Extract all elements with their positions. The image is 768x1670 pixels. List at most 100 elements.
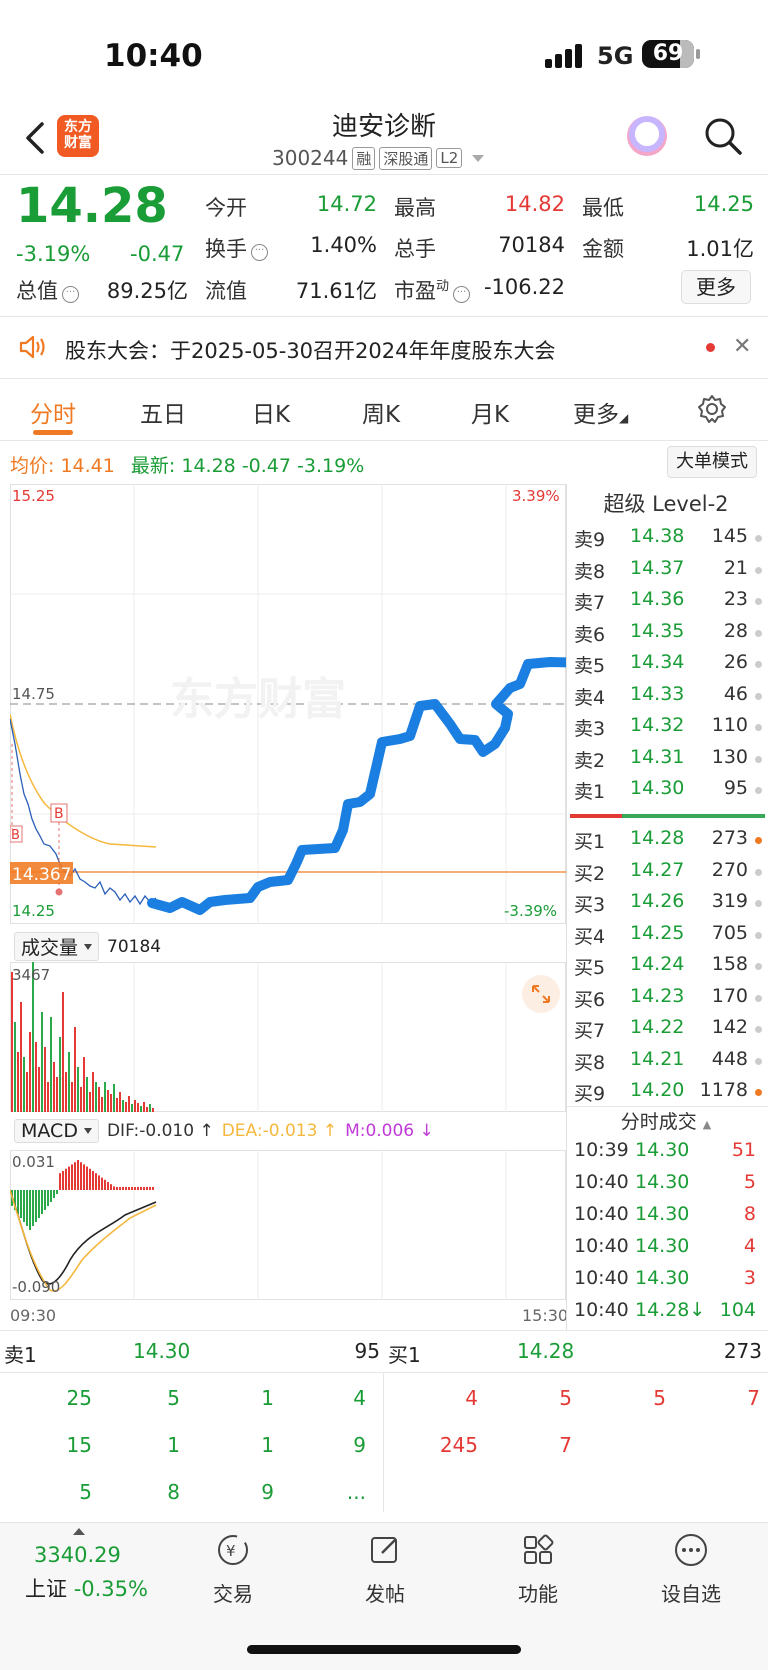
- macd-bar: [14, 1190, 16, 1210]
- info-icon[interactable]: ···: [453, 286, 471, 303]
- bid-row[interactable]: 买3 14.26 319: [574, 890, 762, 921]
- ask-row[interactable]: 卖1 14.30 95: [574, 777, 762, 808]
- tab-weekly-k[interactable]: 周K: [362, 402, 401, 428]
- assistant-avatar[interactable]: [627, 116, 667, 156]
- volume-bar: [137, 1103, 139, 1112]
- info-icon[interactable]: ···: [251, 244, 268, 261]
- close-icon[interactable]: ✕: [733, 334, 752, 359]
- change-amount: -0.47: [130, 242, 185, 266]
- divider: [0, 174, 768, 175]
- macd-bar: [62, 1171, 64, 1190]
- macd-bar: [29, 1190, 31, 1230]
- macd-bar: [71, 1164, 73, 1190]
- home-indicator[interactable]: [247, 1645, 521, 1654]
- macd-bar: [95, 1173, 97, 1190]
- y-max-label: 15.25: [12, 487, 55, 505]
- macd-bar: [149, 1187, 151, 1190]
- buy1-price: 14.28: [517, 1339, 575, 1363]
- stock-code: 300244: [272, 146, 349, 170]
- bid-row[interactable]: 买5 14.24 158: [574, 953, 762, 984]
- intraday-chart[interactable]: 东方财富 B B 14.367 15.25 3.39% 14.75 14.25 …: [10, 484, 566, 924]
- macd-bar: [116, 1187, 118, 1190]
- volume-bar: [71, 1082, 73, 1112]
- tab-intraday[interactable]: 分时: [30, 402, 76, 428]
- bid-row[interactable]: 买1 14.28 273: [574, 827, 762, 858]
- pct-max-label: 3.39%: [512, 487, 560, 505]
- ask-row[interactable]: 卖9 14.38 145: [574, 525, 762, 556]
- macd-bar: [137, 1187, 139, 1190]
- grid-icon: [524, 1534, 554, 1564]
- volume-indicator-select[interactable]: 成交量: [14, 932, 100, 961]
- nav-watchlist[interactable]: 设自选: [646, 1532, 736, 1607]
- ask-row[interactable]: 卖7 14.36 23: [574, 588, 762, 619]
- volume-bar: [152, 1108, 154, 1112]
- ask-row[interactable]: 卖4 14.33 46: [574, 683, 762, 714]
- stock-name[interactable]: 迪安诊断: [331, 112, 436, 142]
- sell-queue-item: 15: [66, 1433, 92, 1457]
- edit-icon: [371, 1537, 397, 1563]
- volume-bar: [104, 1082, 106, 1112]
- app-logo: 东方 财富: [57, 115, 99, 157]
- volume-bar: [128, 1096, 130, 1112]
- macd-bar: [44, 1190, 46, 1210]
- bid-row[interactable]: 买6 14.23 170: [574, 985, 762, 1016]
- nav-post[interactable]: 发帖: [340, 1532, 430, 1607]
- macd-header: MACD DIF:-0.010 ↑ DEA:-0.013 ↑ M:0.006 ↓: [14, 1119, 434, 1143]
- tab-5day[interactable]: 五日: [140, 402, 186, 428]
- info-icon[interactable]: ···: [62, 286, 79, 303]
- sell-queue-item: ...: [346, 1480, 366, 1504]
- open-value: 14.72: [316, 192, 377, 216]
- bid-row[interactable]: 买4 14.25 705: [574, 922, 762, 953]
- volume-bar: [89, 1092, 91, 1112]
- tab-more[interactable]: 更多◢: [573, 402, 629, 428]
- macd-chart: 0.031 -0.090: [10, 1150, 566, 1300]
- macd-bar: [113, 1186, 115, 1190]
- macd-bar: [83, 1164, 85, 1190]
- macd-indicator-select[interactable]: MACD: [14, 1119, 99, 1143]
- volume-bar: [134, 1100, 136, 1112]
- index-value[interactable]: 3340.29: [34, 1543, 121, 1567]
- trades-title[interactable]: 分时成交 ▲: [620, 1111, 712, 1133]
- tab-monthly-k[interactable]: 月K: [471, 402, 510, 428]
- stock-subline[interactable]: 300244 融 深股通 L2: [272, 146, 485, 170]
- search-icon[interactable]: [703, 116, 743, 156]
- sell-queue-item: 9: [353, 1433, 366, 1457]
- notice-text[interactable]: 股东大会：于2025-05-30召开2024年年度股东大会: [65, 339, 556, 363]
- macd-bar: [35, 1190, 37, 1222]
- macd-bar: [68, 1166, 70, 1190]
- chevron-up-icon: [73, 1528, 85, 1535]
- index-label[interactable]: 上证 -0.35%: [25, 1577, 148, 1601]
- volume-bar: [107, 1090, 109, 1112]
- nav-functions[interactable]: 功能: [493, 1532, 583, 1607]
- battery-icon: 69: [642, 40, 700, 68]
- volume-bar: [80, 1087, 82, 1112]
- buy-queue-item: 7: [559, 1433, 572, 1457]
- volume-bar: [62, 992, 64, 1112]
- expand-chart-button[interactable]: [522, 975, 560, 1013]
- chevron-down-icon: [84, 943, 93, 950]
- big-order-mode-button[interactable]: 大单模式: [667, 446, 757, 478]
- volume-bar: [140, 1106, 142, 1112]
- macd-bar: [101, 1177, 103, 1190]
- bid-row[interactable]: 买2 14.27 270: [574, 859, 762, 890]
- bid-row[interactable]: 买7 14.22 142: [574, 1016, 762, 1047]
- more-button[interactable]: 更多: [681, 270, 751, 304]
- nav-trade[interactable]: ¥ 交易: [188, 1532, 278, 1607]
- back-icon[interactable]: [22, 118, 50, 158]
- tag-margin: 融: [352, 146, 376, 170]
- volume-bar: [131, 1104, 133, 1112]
- gear-icon[interactable]: [697, 394, 727, 424]
- ask-row[interactable]: 卖8 14.37 21: [574, 557, 762, 588]
- change-percent: -3.19%: [16, 242, 91, 266]
- bid-row[interactable]: 买9 14.20 1178: [574, 1079, 762, 1110]
- ask-row[interactable]: 卖6 14.35 28: [574, 620, 762, 651]
- ask-row[interactable]: 卖3 14.32 110: [574, 714, 762, 745]
- ask-row[interactable]: 卖5 14.34 26: [574, 651, 762, 682]
- tab-daily-k[interactable]: 日K: [252, 402, 291, 428]
- ask-row[interactable]: 卖2 14.31 130: [574, 746, 762, 777]
- macd-bar: [17, 1190, 19, 1214]
- buy-queue-item: 7: [747, 1386, 760, 1410]
- buy-queue-item: 5: [653, 1386, 666, 1410]
- macd-bar: [38, 1190, 40, 1218]
- bid-row[interactable]: 买8 14.21 448: [574, 1048, 762, 1079]
